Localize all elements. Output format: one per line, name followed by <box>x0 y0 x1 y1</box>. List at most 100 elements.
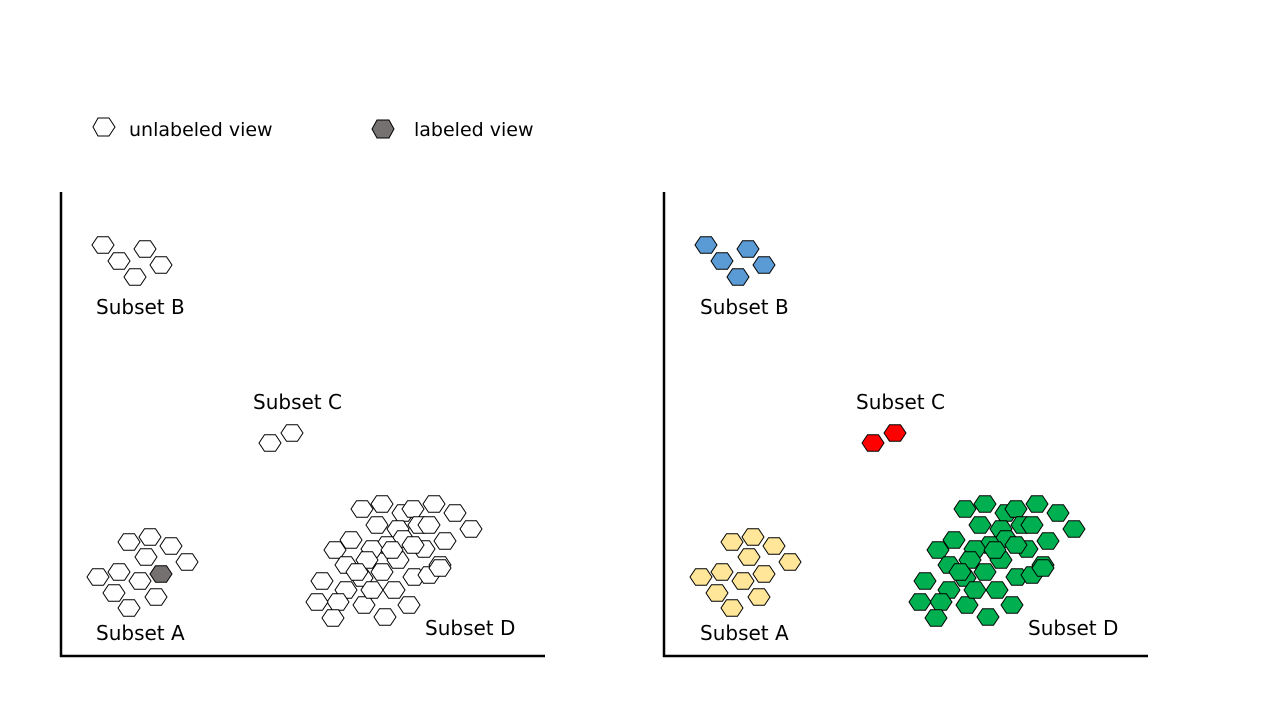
left-subset-a-hexagon <box>107 563 131 581</box>
right-subset-b-hexagon <box>710 252 734 270</box>
left-subset-a-hexagon <box>175 553 199 571</box>
left-subset-d-hexagon <box>433 532 457 550</box>
right-subset-d-hexagon <box>913 572 937 590</box>
legend-unlabeled-hexagon <box>92 117 116 137</box>
left-subset-d-hexagon <box>428 559 452 577</box>
right-subset-d-hexagon <box>973 495 997 513</box>
right-subset-d-hexagon <box>955 596 979 614</box>
right-subset-a-hexagon <box>689 568 713 586</box>
right-subset-b-label: Subset B <box>700 295 789 319</box>
right-subset-d-hexagon <box>968 516 992 534</box>
left-subset-d-hexagon <box>422 495 446 513</box>
right-subset-a-hexagon <box>741 528 765 546</box>
legend: unlabeled view labeled view <box>92 117 534 141</box>
right-subset-d-hexagon <box>983 541 1007 559</box>
right-subset-c-hexagon <box>861 434 885 452</box>
left-subset-a-hexagon <box>138 528 162 546</box>
left-subset-d-hexagon <box>352 596 376 614</box>
right-subset-d-hexagon <box>1004 536 1028 554</box>
right-panel-hexagons <box>689 236 1086 627</box>
right-subset-a-hexagon <box>720 533 744 551</box>
right-subset-d-hexagon <box>1062 520 1086 538</box>
legend-unlabeled-label: unlabeled view <box>129 119 273 141</box>
right-subset-a-hexagon <box>737 548 761 566</box>
right-subset-a-hexagon <box>752 565 776 583</box>
left-subset-d-hexagon <box>365 516 389 534</box>
left-subset-a-hexagon <box>134 548 158 566</box>
right-subset-d-hexagon <box>1020 516 1044 534</box>
left-subset-d-hexagon <box>370 563 394 581</box>
left-subset-c-hexagon <box>258 434 282 452</box>
right-subset-c-label: Subset C <box>856 390 945 414</box>
left-subset-a-label: Subset A <box>96 621 185 645</box>
right-subset-d-hexagon <box>942 531 966 549</box>
right-subset-c-hexagon <box>883 424 907 442</box>
right-subset-b-hexagon <box>736 240 760 258</box>
left-subset-b-hexagon <box>107 252 131 270</box>
left-subset-d-hexagon <box>321 609 345 627</box>
left-subset-d-hexagon <box>310 572 334 590</box>
right-subset-d-hexagon <box>1031 559 1055 577</box>
left-subset-d-hexagon <box>360 581 384 599</box>
left-subset-d-hexagon <box>326 593 350 611</box>
right-subset-d-hexagon <box>976 608 1000 626</box>
right-subset-b-hexagon <box>694 236 718 254</box>
right-subset-d-hexagon <box>926 541 950 559</box>
left-subset-d-hexagon <box>459 520 483 538</box>
left-subset-a-hexagon <box>117 533 141 551</box>
right-subset-b-hexagon <box>752 256 776 274</box>
right-subset-d-label: Subset D <box>1028 616 1118 640</box>
left-subset-d-hexagon <box>305 593 329 611</box>
left-subset-d-hexagon <box>370 495 394 513</box>
left-subset-b-hexagon <box>123 268 147 286</box>
right-subset-d-hexagon <box>1004 500 1028 518</box>
left-subset-d-hexagon <box>345 563 369 581</box>
right-subset-d-hexagon <box>973 563 997 581</box>
left-subset-d-hexagon <box>401 536 425 554</box>
right-subset-a-hexagon <box>762 537 786 555</box>
right-subset-b-hexagon <box>726 268 750 286</box>
right-subset-a-hexagon <box>710 563 734 581</box>
right-subset-a-label: Subset A <box>700 621 789 645</box>
left-subset-d-hexagon <box>443 504 467 522</box>
right-subset-d-hexagon <box>1036 532 1060 550</box>
right-subset-d-hexagon <box>929 593 953 611</box>
right-subset-d-hexagon <box>908 593 932 611</box>
left-panel-hexagons <box>86 236 483 627</box>
right-subset-d-hexagon <box>1025 495 1049 513</box>
right-panel: Subset B Subset C Subset A Subset D <box>662 192 1148 658</box>
right-subset-a-hexagon <box>705 584 729 602</box>
left-subset-c-hexagon <box>280 424 304 442</box>
right-subset-d-hexagon <box>948 563 972 581</box>
right-subset-d-hexagon <box>963 581 987 599</box>
left-subset-d-hexagon <box>397 596 421 614</box>
legend-labeled-label: labeled view <box>414 119 534 141</box>
left-subset-d-hexagon <box>339 531 363 549</box>
left-subset-a-hexagon <box>86 568 110 586</box>
left-subset-b-hexagon <box>149 256 173 274</box>
left-subset-a-hexagon <box>128 572 152 590</box>
left-subset-d-hexagon <box>373 608 397 626</box>
left-subset-d-hexagon <box>380 541 404 559</box>
left-subset-d-hexagon <box>417 516 441 534</box>
left-subset-c-label: Subset C <box>253 390 342 414</box>
right-subset-a-hexagon <box>731 572 755 590</box>
left-subset-d-hexagon <box>401 500 425 518</box>
right-subset-a-hexagon <box>720 599 744 617</box>
right-subset-d-hexagon <box>985 581 1009 599</box>
left-subset-b-label: Subset B <box>96 295 185 319</box>
left-subset-a-hexagon <box>149 565 173 583</box>
left-subset-a-hexagon <box>159 537 183 555</box>
left-subset-d-hexagon <box>382 581 406 599</box>
left-subset-d-hexagon <box>323 541 347 559</box>
right-subset-a-hexagon <box>778 553 802 571</box>
right-subset-d-hexagon <box>1046 504 1070 522</box>
left-subset-a-hexagon <box>144 588 168 606</box>
right-subset-a-hexagon <box>747 588 771 606</box>
left-subset-b-hexagon <box>133 240 157 258</box>
left-subset-a-hexagon <box>117 599 141 617</box>
left-subset-d-hexagon <box>350 500 374 518</box>
right-subset-d-hexagon <box>1000 596 1024 614</box>
right-subset-d-hexagon <box>953 500 977 518</box>
